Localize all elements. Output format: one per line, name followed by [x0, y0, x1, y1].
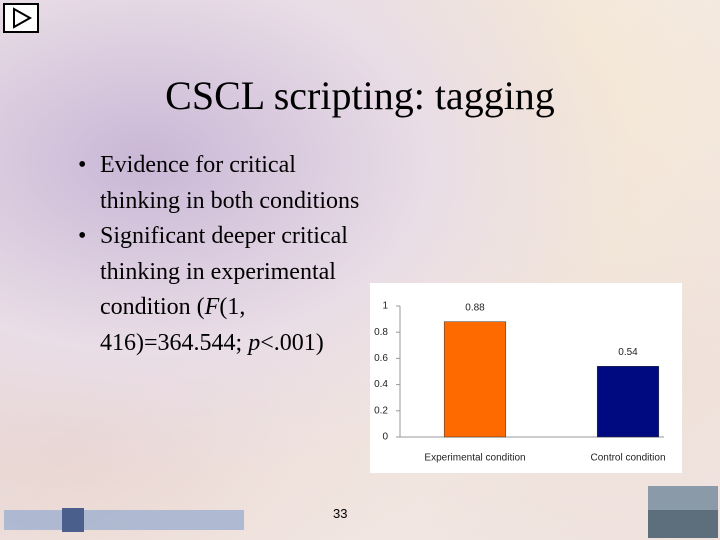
nav-icon	[13, 7, 33, 29]
photo-lower	[648, 510, 718, 538]
value-label: 0.54	[618, 347, 638, 358]
logo	[62, 508, 84, 532]
bullet-list: Evidence for critical thinking in both c…	[78, 148, 362, 361]
slide-title: CSCL scripting: tagging	[165, 73, 555, 118]
bar	[443, 321, 507, 438]
value-label: 0.88	[465, 302, 485, 313]
y-tick-label: 0.8	[374, 327, 388, 338]
x-tick-label: Experimental condition	[424, 453, 525, 464]
text-run: Significant deeper critical thinking in …	[100, 223, 348, 320]
nav-button[interactable]	[3, 3, 39, 33]
y-tick-label: 0	[382, 432, 388, 443]
text-run: (1, 416)=364.544;	[100, 294, 249, 356]
y-tick-label: 0.4	[374, 379, 388, 390]
x-tick-label: Control condition	[590, 453, 665, 464]
bar	[596, 366, 660, 438]
page-number: 33	[333, 506, 348, 521]
bullet: Significant deeper critical thinking in …	[78, 219, 362, 361]
y-tick-label: 0.6	[374, 353, 388, 364]
text-run: p	[248, 329, 261, 356]
y-tick-label: 0.2	[374, 405, 388, 416]
y-tick-label: 1	[382, 301, 388, 312]
bullet: Evidence for critical thinking in both c…	[78, 148, 362, 219]
text-run: F	[204, 294, 220, 320]
text-run: <.001)	[260, 329, 324, 356]
